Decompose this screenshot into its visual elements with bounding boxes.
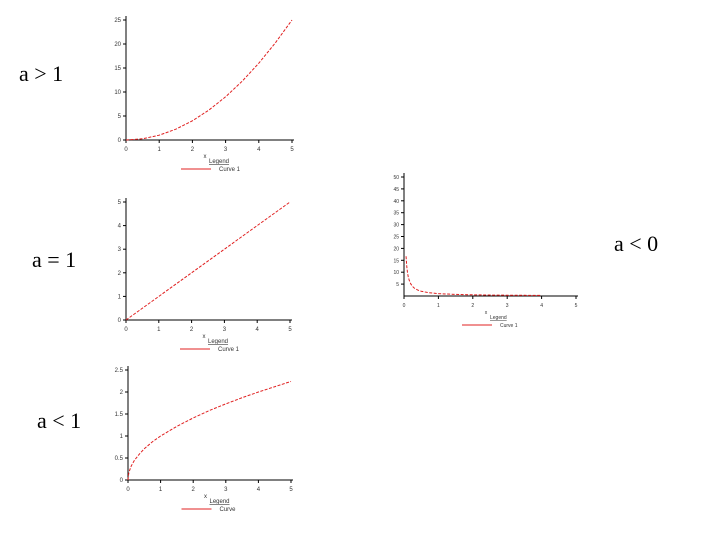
x-axis-label: x [203, 334, 206, 340]
y-tick-label: 30 [393, 223, 399, 229]
legend-title: Legend [490, 315, 507, 321]
series-line [125, 19, 293, 141]
x-tick-label: 2 [192, 487, 196, 493]
label-a-less-0: a < 0 [614, 231, 659, 256]
y-tick-label: 15 [114, 66, 121, 72]
x-tick-label: 4 [540, 303, 543, 309]
x-tick-label: 5 [288, 327, 292, 333]
y-tick-label: 10 [114, 90, 121, 96]
y-tick-label: 2 [120, 390, 124, 396]
x-tick-label: 4 [257, 487, 261, 493]
x-tick-label: 4 [256, 327, 260, 333]
legend-entry: Curve 1 [500, 323, 518, 329]
y-tick-label: 3 [118, 247, 122, 253]
y-tick-label: 2.5 [115, 368, 124, 374]
y-tick-label: 0.5 [115, 456, 124, 462]
y-tick-label: 0 [118, 138, 122, 144]
x-tick-label: 2 [190, 327, 194, 333]
x-tick-label: 3 [224, 147, 228, 153]
x-tick-label: 3 [506, 303, 509, 309]
y-tick-label: 20 [393, 246, 399, 252]
x-tick-label: 1 [157, 327, 161, 333]
legend-entry: Curve [220, 507, 237, 513]
y-tick-label: 45 [393, 187, 399, 193]
y-tick-label: 15 [393, 258, 399, 264]
y-tick-label: 40 [393, 199, 399, 205]
legend-title: Legend [208, 339, 228, 345]
x-tick-label: 4 [257, 147, 261, 153]
series-line [405, 256, 542, 296]
x-tick-label: 0 [124, 327, 128, 333]
x-tick-label: 0 [124, 147, 128, 153]
x-tick-label: 0 [403, 303, 406, 309]
x-tick-label: 5 [575, 303, 578, 309]
x-tick-label: 2 [191, 147, 195, 153]
y-tick-label: 4 [118, 224, 122, 230]
y-tick-label: 35 [393, 211, 399, 217]
y-tick-label: 1 [118, 294, 122, 300]
label-a-less-1: a < 1 [37, 408, 82, 433]
y-tick-label: 5 [118, 114, 122, 120]
series-line [125, 201, 291, 321]
y-tick-label: 10 [393, 270, 399, 276]
series-line [127, 380, 292, 481]
x-tick-label: 0 [126, 487, 130, 493]
y-tick-label: 1.5 [115, 412, 124, 418]
x-axis-label: x [204, 154, 207, 160]
label-a-equal-1: a = 1 [32, 247, 77, 272]
y-tick-label: 0 [120, 478, 124, 484]
y-tick-label: 25 [393, 235, 399, 241]
x-tick-label: 3 [224, 487, 228, 493]
y-tick-label: 0 [118, 318, 122, 324]
y-tick-label: 50 [393, 175, 399, 181]
legend-title: Legend [210, 499, 230, 505]
x-axis-label: x [204, 494, 207, 500]
legend-title: Legend [209, 159, 229, 165]
x-tick-label: 1 [437, 303, 440, 309]
x-tick-label: 1 [158, 147, 162, 153]
x-axis-label: x [485, 310, 488, 316]
legend-entry: Curve 1 [218, 347, 240, 353]
legend-entry: Curve 1 [219, 167, 241, 173]
y-tick-label: 5 [118, 200, 122, 206]
y-tick-label: 20 [114, 42, 121, 48]
x-tick-label: 2 [471, 303, 474, 309]
x-tick-label: 1 [159, 487, 163, 493]
x-tick-label: 3 [223, 327, 227, 333]
y-tick-label: 2 [118, 271, 122, 277]
y-tick-label: 1 [120, 434, 124, 440]
x-tick-label: 5 [290, 147, 294, 153]
y-tick-label: 25 [114, 18, 121, 24]
label-a-greater-1: a > 1 [19, 61, 64, 86]
y-tick-label: 5 [396, 282, 399, 288]
x-tick-label: 5 [289, 487, 293, 493]
